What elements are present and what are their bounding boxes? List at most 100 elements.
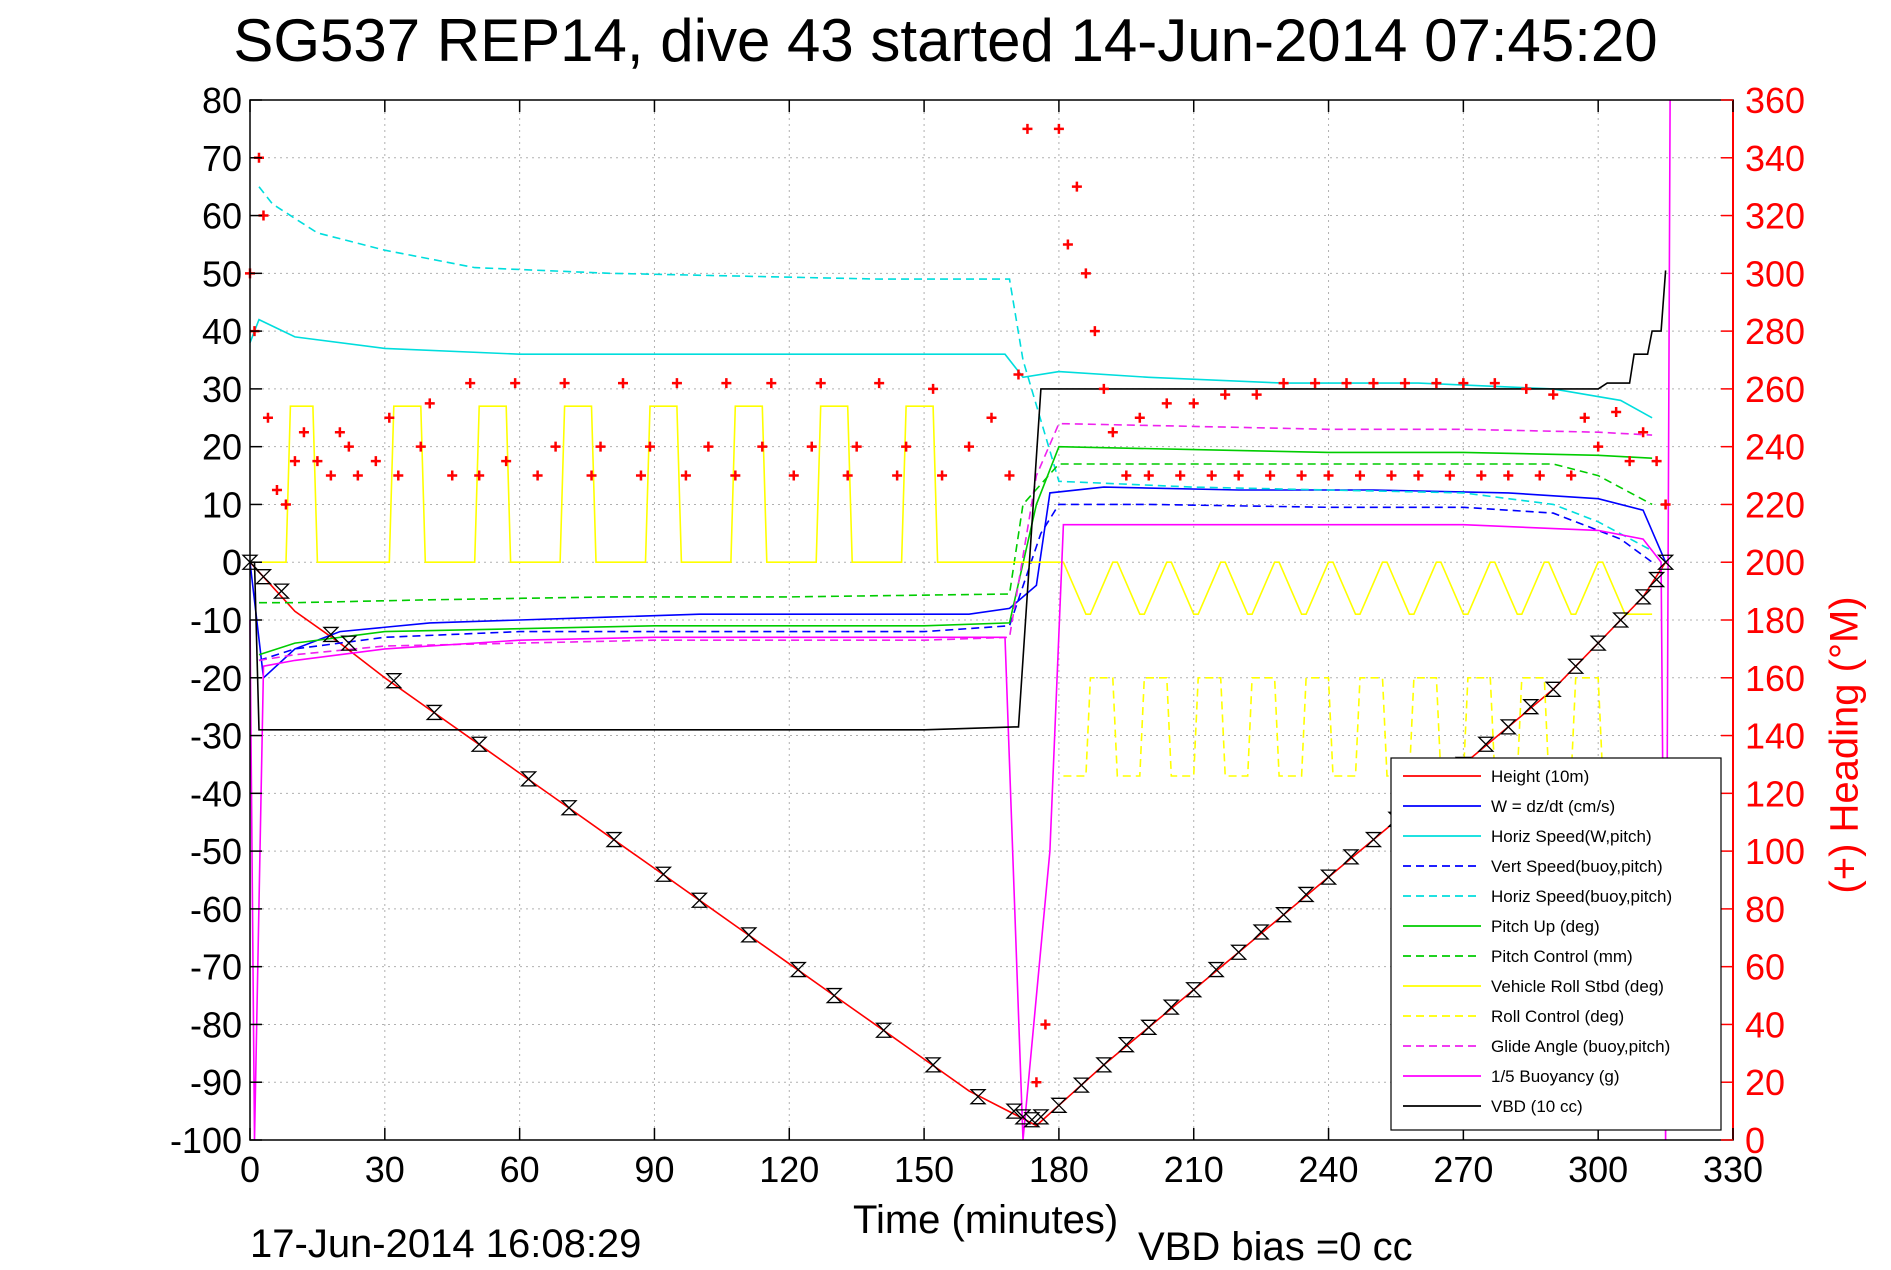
height-sample-marker bbox=[1612, 612, 1630, 628]
legend-label: 1/5 Buoyancy (g) bbox=[1491, 1067, 1620, 1086]
heading-point bbox=[1355, 470, 1365, 481]
heading-point bbox=[1175, 470, 1186, 481]
heading-point bbox=[550, 441, 561, 452]
footer-vbd-bias: VBD bias =0 cc bbox=[1138, 1225, 1413, 1269]
series-line-6 bbox=[258, 445, 1653, 656]
height-sample-marker bbox=[789, 961, 807, 978]
heading-point bbox=[415, 441, 426, 452]
y2-tick-label: 140 bbox=[1745, 716, 1805, 757]
height-sample-marker bbox=[875, 1022, 893, 1038]
height-sample-marker bbox=[1072, 1077, 1090, 1093]
heading-point bbox=[1251, 389, 1262, 400]
y2-tick-label: 360 bbox=[1745, 80, 1805, 121]
footer-date: 17-Jun-2014 16:08:29 bbox=[250, 1222, 642, 1266]
y-tick-label: 80 bbox=[202, 80, 242, 121]
heading-point bbox=[501, 456, 512, 467]
heading-point bbox=[680, 470, 691, 481]
x-tick-label: 120 bbox=[759, 1149, 819, 1190]
y-tick-label: -20 bbox=[190, 658, 242, 699]
x-tick-label: 60 bbox=[500, 1149, 540, 1190]
heading-point bbox=[1548, 389, 1559, 400]
heading-point bbox=[393, 470, 404, 481]
heading-point bbox=[617, 378, 628, 389]
height-sample-marker bbox=[1342, 849, 1360, 865]
height-sample-marker bbox=[605, 831, 623, 848]
heading-point bbox=[1053, 123, 1064, 134]
height-sample-marker bbox=[1477, 736, 1495, 752]
y2-tick-label: 340 bbox=[1745, 138, 1805, 179]
height-sample-marker bbox=[1185, 982, 1203, 998]
height-sample-marker bbox=[254, 569, 273, 585]
heading-point bbox=[1660, 499, 1671, 510]
heading-point bbox=[1534, 470, 1545, 481]
heading-point bbox=[635, 470, 646, 481]
chart-title: SG537 REP14, dive 43 started 14-Jun-2014… bbox=[233, 7, 1658, 74]
heading-point bbox=[806, 441, 817, 452]
height-sample-marker bbox=[241, 554, 259, 570]
height-sample-marker bbox=[1252, 924, 1270, 940]
y-tick-label: -30 bbox=[190, 716, 242, 757]
series-line-2 bbox=[249, 486, 1667, 680]
heading-point bbox=[1566, 470, 1577, 481]
heading-point bbox=[298, 427, 309, 438]
y-tick-label: -50 bbox=[190, 831, 242, 872]
heading-point bbox=[1503, 470, 1514, 481]
series-line-8 bbox=[259, 405, 1653, 615]
heading-point bbox=[1399, 378, 1410, 389]
heading-point bbox=[595, 441, 606, 452]
y2-tick-label: 80 bbox=[1745, 889, 1785, 930]
series-line-5 bbox=[258, 186, 1653, 552]
y2-tick-label: 280 bbox=[1745, 311, 1805, 352]
heading-point bbox=[703, 441, 714, 452]
legend: Height (10m) W = dz/dt (cm/s) Horiz Speed(… bbox=[1390, 757, 1722, 1131]
legend-label: Glide Angle (buoy,pitch) bbox=[1491, 1037, 1670, 1056]
legend-label: VBD (10 cc) bbox=[1491, 1097, 1583, 1116]
height-sample-marker bbox=[1023, 1112, 1041, 1128]
heading-point bbox=[559, 378, 570, 389]
height-sample-marker bbox=[272, 583, 291, 599]
heading-point bbox=[1161, 398, 1172, 409]
heading-point bbox=[1651, 456, 1662, 467]
heading-point bbox=[937, 470, 948, 481]
heading-point bbox=[964, 441, 975, 452]
heading-point bbox=[1593, 441, 1604, 452]
heading-point bbox=[1233, 470, 1244, 481]
heading-point bbox=[510, 378, 521, 389]
heading-point bbox=[1004, 470, 1015, 481]
x-tick-label: 30 bbox=[365, 1149, 405, 1190]
height-sample-marker bbox=[340, 635, 358, 651]
grid bbox=[250, 100, 1733, 1140]
height-sample-marker bbox=[690, 892, 708, 908]
heading-point bbox=[1206, 470, 1217, 481]
height-sample-marker bbox=[1032, 1109, 1050, 1125]
legend-label: Horiz Speed(buoy,pitch) bbox=[1491, 887, 1672, 906]
x-tick-label: 90 bbox=[634, 1149, 674, 1190]
heading-point bbox=[1458, 378, 1469, 389]
heading-point bbox=[1013, 369, 1024, 380]
heading-point bbox=[271, 485, 282, 495]
height-sample-marker bbox=[425, 704, 443, 721]
height-sample-marker bbox=[1005, 1103, 1023, 1119]
x-tick-label: 300 bbox=[1568, 1149, 1628, 1190]
heading-point bbox=[1386, 470, 1397, 481]
height-sample-marker bbox=[385, 673, 403, 689]
heading-point bbox=[928, 383, 939, 394]
legend-label: W = dz/dt (cm/s) bbox=[1491, 797, 1615, 816]
heading-point bbox=[721, 378, 732, 389]
y2-tick-label: 100 bbox=[1745, 831, 1805, 872]
x-tick-label: 210 bbox=[1164, 1149, 1224, 1190]
height-sample-marker bbox=[1297, 886, 1315, 903]
x-tick-label: 150 bbox=[894, 1149, 954, 1190]
y2-tick-label: 300 bbox=[1745, 253, 1805, 294]
height-sample-marker bbox=[924, 1057, 942, 1073]
heading-point bbox=[851, 441, 862, 452]
heading-point bbox=[1579, 412, 1590, 423]
heading-point bbox=[1107, 427, 1118, 438]
height-sample-marker bbox=[560, 800, 578, 816]
y-tick-label: 10 bbox=[202, 484, 242, 525]
heading-point bbox=[1476, 470, 1487, 481]
heading-point bbox=[424, 398, 435, 409]
y2-tick-label: 0 bbox=[1745, 1120, 1765, 1161]
series-line-12 bbox=[250, 270, 1667, 731]
